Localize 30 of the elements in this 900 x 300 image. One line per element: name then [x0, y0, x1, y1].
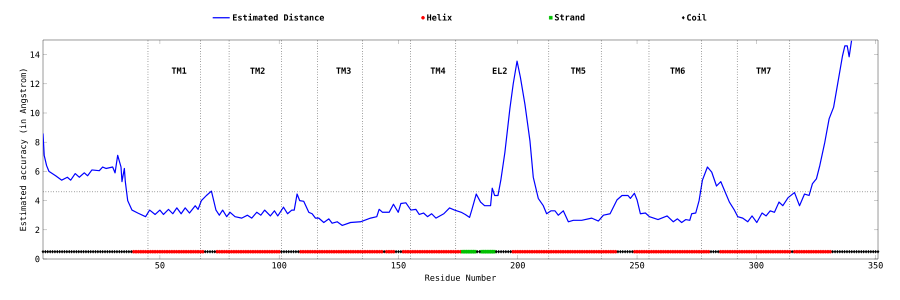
legend-label: Estimated Distance: [232, 14, 324, 21]
x-tick-label: 100: [272, 262, 286, 268]
annotation: TM4: [430, 68, 446, 74]
y-axis-title: Estimated accuracy (in Angstrom): [20, 69, 28, 231]
y-tick-label: 2: [35, 226, 40, 233]
y-tick-label: 8: [35, 138, 40, 146]
x-tick-label: 300: [749, 262, 764, 268]
annotation: TM5: [570, 67, 586, 74]
annotation: EL2: [492, 68, 507, 74]
line-series: [43, 40, 852, 226]
y-tick-label: 14: [30, 51, 40, 58]
legend-label: Strand: [554, 14, 584, 20]
annotation: TM1: [172, 68, 186, 74]
annotation: TM6: [670, 67, 685, 74]
y-tick-label: 6: [35, 168, 40, 175]
x-tick-label: 50: [155, 262, 164, 268]
annotation: TM7: [756, 68, 771, 74]
y-tick-label: 4: [35, 197, 40, 204]
x-tick-label: 350: [868, 262, 883, 268]
x-tick-label: 250: [630, 262, 644, 268]
y-tick-label: 12: [30, 80, 40, 87]
annotation: TM3: [336, 67, 351, 74]
x-axis-title: Residue Number: [425, 274, 496, 281]
y-tick-label: 0: [35, 256, 40, 262]
legend-label: Helix: [427, 14, 452, 21]
x-tick-label: 200: [510, 262, 525, 268]
legend-label: Coil: [687, 14, 706, 21]
annotation: TM2: [250, 68, 265, 74]
x-tick-label: 150: [392, 262, 406, 268]
y-tick-label: 10: [30, 110, 40, 116]
